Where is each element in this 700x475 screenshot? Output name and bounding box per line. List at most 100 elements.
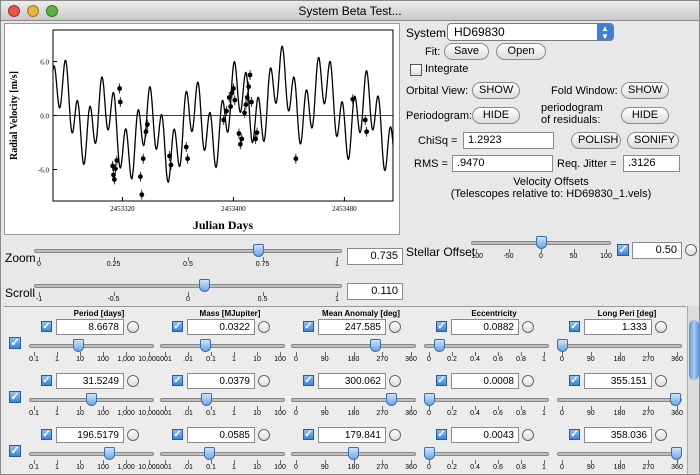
param-slider[interactable]: 0.1 1 10 100 1,000 10,000 <box>29 447 160 473</box>
param-value-field[interactable]: 358.036 <box>584 427 652 443</box>
param-fit-checkbox[interactable]: ✓ <box>569 375 580 386</box>
param-fit-checkbox[interactable]: ✓ <box>569 429 580 440</box>
fold-window-show-button[interactable]: SHOW <box>621 82 669 99</box>
param-radio[interactable] <box>258 429 270 441</box>
param-slider-thumb[interactable] <box>424 447 436 460</box>
zoom-slider-thumb[interactable] <box>252 244 264 257</box>
param-slider[interactable]: 0 90 180 270 360 <box>557 447 683 473</box>
orbital-view-show-button[interactable]: SHOW <box>472 82 520 99</box>
param-slider-track[interactable] <box>160 398 285 402</box>
param-slider[interactable]: 0.1 1 10 100 1,000 10,000 <box>29 339 160 365</box>
integrate-checkbox[interactable] <box>410 64 422 76</box>
param-value-field[interactable]: 1.333 <box>584 319 652 335</box>
param-slider-thumb[interactable] <box>199 339 211 352</box>
param-radio[interactable] <box>522 429 534 441</box>
param-fit-checkbox[interactable]: ✓ <box>436 429 447 440</box>
param-fit-checkbox[interactable]: ✓ <box>41 375 52 386</box>
polish-button[interactable]: POLISH <box>571 132 621 149</box>
stellar-offset-checkbox[interactable]: ✓ <box>617 244 629 256</box>
zoom-slider[interactable]: 0 0.25 0.5 0.75 1 <box>34 244 342 270</box>
param-fit-checkbox[interactable]: ✓ <box>303 375 314 386</box>
param-slider[interactable]: 0 90 180 270 360 <box>557 393 683 419</box>
param-value-field[interactable]: 179.841 <box>318 427 386 443</box>
scroll-slider[interactable]: -1 -0.5 0 0.5 1 <box>34 279 342 305</box>
param-slider-track[interactable] <box>160 344 285 348</box>
param-slider-thumb[interactable] <box>86 393 97 406</box>
param-radio[interactable] <box>522 375 534 387</box>
param-fit-checkbox[interactable]: ✓ <box>41 321 52 332</box>
close-window-icon[interactable] <box>8 5 20 17</box>
param-fit-checkbox[interactable]: ✓ <box>436 321 447 332</box>
planet-1-enable-checkbox[interactable]: ✓ <box>9 337 21 349</box>
param-value-field[interactable]: 247.585 <box>318 319 386 335</box>
scroll-slider-track[interactable] <box>34 284 342 288</box>
param-slider[interactable]: 0 90 180 270 360 <box>291 339 417 365</box>
param-radio[interactable] <box>258 321 270 333</box>
param-fit-checkbox[interactable]: ✓ <box>41 429 52 440</box>
param-radio[interactable] <box>389 375 401 387</box>
open-button[interactable]: Open <box>496 43 546 60</box>
param-slider-track[interactable] <box>29 452 154 456</box>
periodogram-hide-button[interactable]: HIDE <box>472 107 520 124</box>
req-jitter-field[interactable]: .3126 <box>623 155 680 172</box>
param-radio[interactable] <box>258 375 270 387</box>
param-fit-checkbox[interactable]: ✓ <box>172 375 183 386</box>
scroll-value-field[interactable]: 0.110 <box>347 283 403 300</box>
param-value-field[interactable]: 31.5249 <box>56 373 124 389</box>
zoom-value-field[interactable]: 0.735 <box>347 248 403 265</box>
param-value-field[interactable]: 0.0882 <box>451 319 519 335</box>
vertical-scrollbar[interactable] <box>687 306 699 474</box>
param-slider-track[interactable] <box>557 452 682 456</box>
param-slider-thumb[interactable] <box>104 447 116 460</box>
param-slider-track[interactable] <box>291 398 416 402</box>
param-radio[interactable] <box>522 321 534 333</box>
param-slider[interactable]: 0 90 180 270 360 <box>291 393 417 419</box>
stellar-offset-value-field[interactable]: 0.50 <box>632 242 682 259</box>
param-slider-thumb[interactable] <box>204 447 216 460</box>
param-value-field[interactable]: 0.0008 <box>451 373 519 389</box>
param-slider-thumb[interactable] <box>385 393 397 406</box>
param-slider-thumb[interactable] <box>670 393 682 406</box>
rms-field[interactable]: .9470 <box>452 155 553 172</box>
param-slider-track[interactable] <box>424 398 549 402</box>
stellar-offset-slider[interactable]: -100 -50 0 50 100 <box>469 236 612 262</box>
param-value-field[interactable]: 0.0379 <box>187 373 255 389</box>
param-slider-thumb[interactable] <box>433 339 445 352</box>
param-slider[interactable]: 0 0.2 0.4 0.6 0.8 1 <box>424 339 549 365</box>
chisq-field[interactable]: 1.2923 <box>463 132 554 149</box>
param-fit-checkbox[interactable]: ✓ <box>303 321 314 332</box>
vertical-scrollbar-thumb[interactable] <box>689 320 699 380</box>
param-slider[interactable]: 0 0.2 0.4 0.6 0.8 1 <box>423 393 549 419</box>
param-slider-thumb[interactable] <box>200 393 212 406</box>
param-value-field[interactable]: 0.0043 <box>451 427 519 443</box>
param-slider-track[interactable] <box>424 452 549 456</box>
param-slider-track[interactable] <box>557 344 682 348</box>
stellar-offset-radio[interactable] <box>685 244 697 256</box>
param-slider-track[interactable] <box>424 344 549 348</box>
param-slider[interactable]: 0 0.2 0.4 0.6 0.8 1 <box>424 447 549 473</box>
param-slider[interactable]: .001 .01 0.1 1 10 100 <box>158 393 286 419</box>
param-slider-thumb[interactable] <box>556 339 568 352</box>
param-fit-checkbox[interactable]: ✓ <box>569 321 580 332</box>
scroll-slider-thumb[interactable] <box>198 279 210 292</box>
zoom-window-icon[interactable] <box>46 5 58 17</box>
param-slider-track[interactable] <box>557 398 682 402</box>
stellar-offset-slider-thumb[interactable] <box>535 236 547 249</box>
param-slider[interactable]: 0 90 180 270 360 <box>556 339 683 365</box>
periodogram-residuals-hide-button[interactable]: HIDE <box>621 107 669 124</box>
param-slider-thumb[interactable] <box>670 447 682 460</box>
param-value-field[interactable]: 0.0322 <box>187 319 255 335</box>
param-slider[interactable]: .001 .01 0.1 1 10 100 <box>158 339 286 365</box>
param-fit-checkbox[interactable]: ✓ <box>436 375 447 386</box>
param-radio[interactable] <box>655 429 667 441</box>
param-slider-thumb[interactable] <box>423 393 435 406</box>
param-slider-track[interactable] <box>29 344 154 348</box>
param-slider-thumb[interactable] <box>369 339 381 352</box>
planet-3-enable-checkbox[interactable]: ✓ <box>9 445 21 457</box>
param-radio[interactable] <box>127 429 139 441</box>
param-radio[interactable] <box>655 321 667 333</box>
save-button[interactable]: Save <box>444 43 489 60</box>
param-value-field[interactable]: 0.0585 <box>187 427 255 443</box>
param-radio[interactable] <box>389 321 401 333</box>
param-slider[interactable]: 0 90 180 270 360 <box>291 447 417 473</box>
